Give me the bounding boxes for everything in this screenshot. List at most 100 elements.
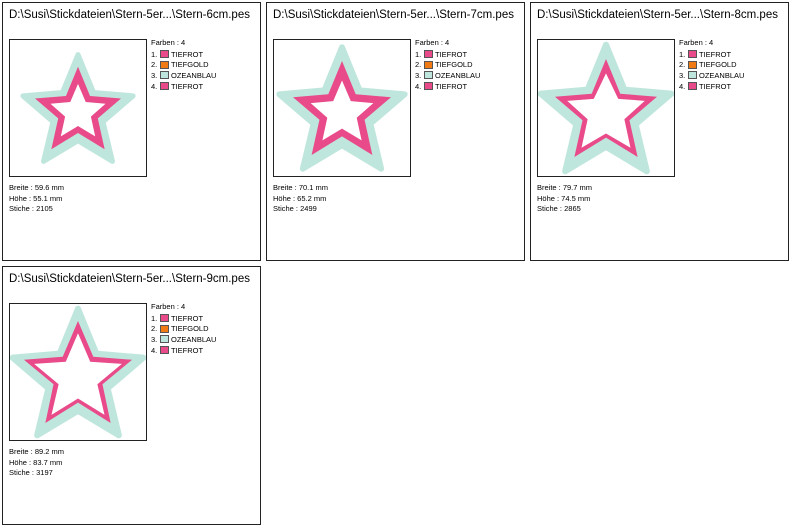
color-name: TIEFROT bbox=[171, 313, 204, 323]
color-swatch bbox=[160, 50, 169, 59]
color-number: 1. bbox=[679, 49, 686, 59]
design-card-4[interactable]: D:\Susi\Stickdateien\Stern-5er...\Stern-… bbox=[2, 266, 261, 525]
color-item: 2. TIEFGOLD bbox=[151, 60, 216, 71]
color-swatch bbox=[424, 60, 433, 69]
color-number: 3. bbox=[151, 334, 158, 344]
color-name: TIEFROT bbox=[699, 81, 732, 91]
stiche-value: Stiche : 2105 bbox=[9, 204, 53, 213]
color-item: 2. TIEFGOLD bbox=[415, 60, 480, 71]
hoehe-value: Höhe : 65.2 mm bbox=[273, 193, 327, 203]
color-name: TIEFROT bbox=[171, 81, 204, 91]
color-name: OZEANBLAU bbox=[171, 70, 217, 80]
hoehe-value: Höhe : 55.1 mm bbox=[9, 193, 63, 203]
color-name: TIEFROT bbox=[699, 49, 732, 59]
design-stats: Breite : 59.6 mm Höhe : 55.1 mm Stiche :… bbox=[9, 183, 64, 215]
color-name: TIEFROT bbox=[171, 49, 204, 59]
color-name: TIEFROT bbox=[171, 345, 204, 355]
breite-value: Breite : 70.1 mm bbox=[273, 183, 329, 192]
color-name: OZEANBLAU bbox=[171, 334, 217, 344]
color-item: 1. TIEFROT bbox=[415, 49, 480, 60]
design-card-1[interactable]: D:\Susi\Stickdateien\Stern-5er...\Stern-… bbox=[2, 2, 261, 261]
color-item: 2. TIEFGOLD bbox=[151, 324, 216, 335]
color-swatch bbox=[160, 346, 169, 355]
star-outline-design-icon bbox=[20, 52, 136, 164]
color-number: 2. bbox=[415, 60, 422, 70]
design-stats: Breite : 89.2 mm Höhe : 83.7 mm Stiche :… bbox=[9, 447, 64, 479]
color-swatch bbox=[160, 82, 169, 91]
color-list: Farben : 4 1. TIEFROT 2. TIEFGOLD 3. OZEANB… bbox=[415, 38, 480, 91]
color-number: 3. bbox=[679, 70, 686, 80]
color-number: 3. bbox=[151, 70, 158, 80]
color-item: 3. OZEANBLAU bbox=[415, 70, 480, 81]
color-item: 2. TIEFGOLD bbox=[679, 60, 744, 71]
color-name: TIEFGOLD bbox=[171, 60, 209, 70]
color-number: 2. bbox=[679, 60, 686, 70]
color-swatch bbox=[160, 324, 169, 333]
farben-label: Farben : 4 bbox=[151, 38, 186, 47]
color-name: OZEANBLAU bbox=[435, 70, 481, 80]
color-item: 3. OZEANBLAU bbox=[151, 334, 216, 345]
color-item: 4. TIEFROT bbox=[151, 345, 216, 356]
color-list: Farben : 4 1. TIEFROT 2. TIEFGOLD 3. OZEANB… bbox=[151, 302, 216, 355]
hoehe-value: Höhe : 83.7 mm bbox=[9, 457, 63, 467]
color-item: 3. OZEANBLAU bbox=[151, 70, 216, 81]
file-title: D:\Susi\Stickdateien\Stern-5er...\Stern-… bbox=[9, 9, 250, 21]
stiche-value: Stiche : 3197 bbox=[9, 468, 53, 477]
color-item: 1. TIEFROT bbox=[151, 313, 216, 324]
design-card-2[interactable]: D:\Susi\Stickdateien\Stern-5er...\Stern-… bbox=[266, 2, 525, 261]
color-item: 4. TIEFROT bbox=[679, 81, 744, 92]
design-preview bbox=[9, 39, 147, 177]
color-number: 1. bbox=[415, 49, 422, 59]
hoehe-value: Höhe : 74.5 mm bbox=[537, 193, 591, 203]
color-item: 3. OZEANBLAU bbox=[679, 70, 744, 81]
color-number: 4. bbox=[151, 81, 158, 91]
color-number: 4. bbox=[415, 81, 422, 91]
breite-value: Breite : 89.2 mm bbox=[9, 447, 65, 456]
color-swatch bbox=[424, 50, 433, 59]
breite-value: Breite : 79.7 mm bbox=[537, 183, 593, 192]
star-outline-design-icon bbox=[276, 44, 408, 172]
color-number: 4. bbox=[151, 345, 158, 355]
color-swatch bbox=[688, 50, 697, 59]
color-number: 1. bbox=[151, 313, 158, 323]
color-swatch bbox=[160, 60, 169, 69]
file-title: D:\Susi\Stickdateien\Stern-5er...\Stern-… bbox=[537, 9, 778, 21]
color-list: Farben : 4 1. TIEFROT 2. TIEFGOLD 3. OZEANB… bbox=[151, 38, 216, 91]
color-name: TIEFGOLD bbox=[699, 60, 737, 70]
color-swatch bbox=[424, 82, 433, 91]
color-name: OZEANBLAU bbox=[699, 70, 745, 80]
color-number: 2. bbox=[151, 60, 158, 70]
color-number: 3. bbox=[415, 70, 422, 80]
file-title: D:\Susi\Stickdateien\Stern-5er...\Stern-… bbox=[273, 9, 514, 21]
design-card-3[interactable]: D:\Susi\Stickdateien\Stern-5er...\Stern-… bbox=[530, 2, 789, 261]
design-stats: Breite : 79.7 mm Höhe : 74.5 mm Stiche :… bbox=[537, 183, 592, 215]
color-swatch bbox=[160, 335, 169, 344]
color-swatch bbox=[160, 71, 169, 80]
color-item: 4. TIEFROT bbox=[151, 81, 216, 92]
design-preview bbox=[537, 39, 675, 177]
farben-label: Farben : 4 bbox=[415, 38, 450, 47]
color-name: TIEFGOLD bbox=[171, 324, 209, 334]
file-title: D:\Susi\Stickdateien\Stern-5er...\Stern-… bbox=[9, 273, 250, 285]
design-preview bbox=[9, 303, 147, 441]
color-name: TIEFGOLD bbox=[435, 60, 473, 70]
star-outline-design-icon bbox=[538, 41, 674, 175]
color-number: 2. bbox=[151, 324, 158, 334]
design-stats: Breite : 70.1 mm Höhe : 65.2 mm Stiche :… bbox=[273, 183, 328, 215]
stiche-value: Stiche : 2499 bbox=[273, 204, 317, 213]
star-outline-design-icon bbox=[10, 305, 146, 439]
color-item: 1. TIEFROT bbox=[151, 49, 216, 60]
breite-value: Breite : 59.6 mm bbox=[9, 183, 65, 192]
color-swatch bbox=[160, 314, 169, 323]
color-name: TIEFROT bbox=[435, 49, 468, 59]
farben-label: Farben : 4 bbox=[151, 302, 186, 311]
color-number: 1. bbox=[151, 49, 158, 59]
color-name: TIEFROT bbox=[435, 81, 468, 91]
color-swatch bbox=[424, 71, 433, 80]
color-swatch bbox=[688, 60, 697, 69]
color-item: 1. TIEFROT bbox=[679, 49, 744, 60]
color-item: 4. TIEFROT bbox=[415, 81, 480, 92]
stiche-value: Stiche : 2865 bbox=[537, 204, 581, 213]
farben-label: Farben : 4 bbox=[679, 38, 714, 47]
color-swatch bbox=[688, 82, 697, 91]
